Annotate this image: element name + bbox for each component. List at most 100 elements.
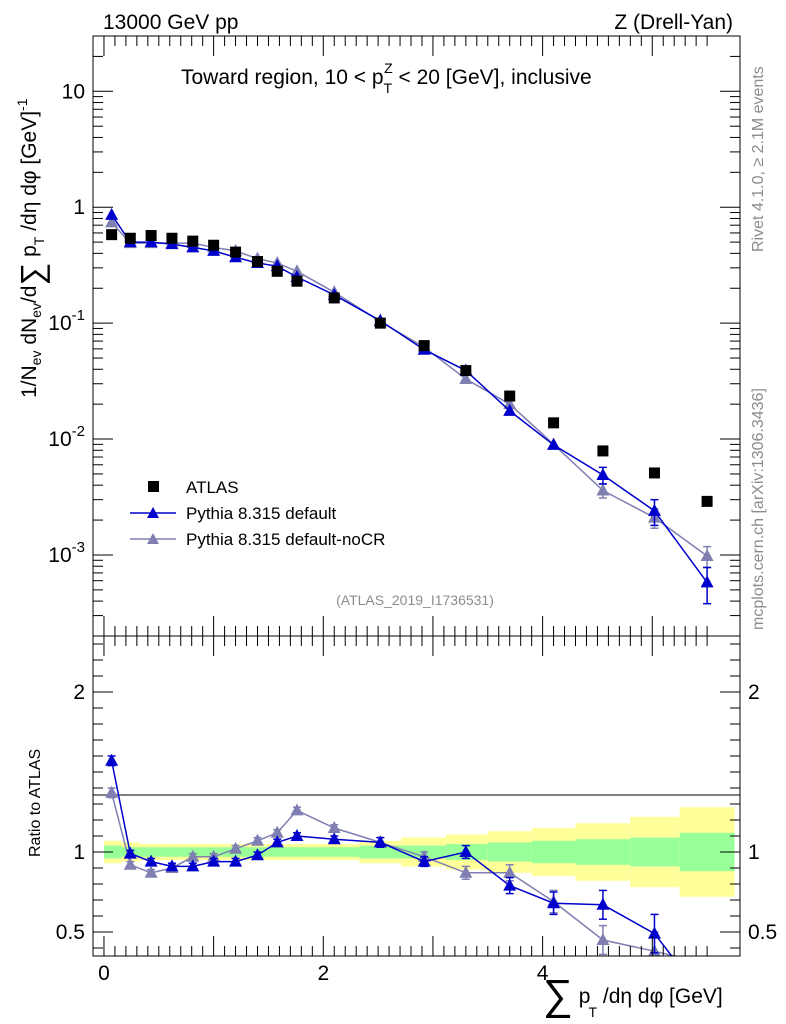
title-sup: Z (384, 60, 393, 76)
main-point-nocr (459, 371, 473, 384)
ratio-series-clipped (105, 753, 675, 956)
main-point-nocr (700, 548, 714, 561)
ratio-point-default (459, 845, 473, 857)
band-inner (487, 842, 532, 862)
main-ytick-label: 1 (73, 196, 85, 219)
ratio-ytick-label: 2 (73, 681, 85, 704)
ratio-point-default (270, 835, 284, 848)
main-point-default (700, 575, 714, 588)
main-point-atlas (328, 292, 340, 304)
main-point-nocr (596, 483, 610, 496)
analysis-watermark: (ATLAS_2019_I1736531) (336, 592, 494, 608)
band-inner (575, 839, 631, 865)
main-point-default (647, 503, 661, 516)
main-point-atlas (504, 390, 516, 402)
header-energy: 13000 GeV pp (103, 11, 238, 34)
header-process: Z (Drell-Yan) (614, 11, 733, 34)
main-point-atlas (166, 232, 178, 244)
main-panel: 10 1 10-1 10-2 10-3 Toward region, 10 < pTZ … (14, 35, 741, 637)
ratio-point-nocr (229, 841, 243, 854)
title-post: < 20 [GeV], inclusive (393, 66, 592, 89)
main-point-nocr (503, 397, 517, 410)
main-point-default (503, 403, 517, 416)
main-ytick-label: 10-3 (48, 539, 85, 567)
main-ytick-label: 10 (62, 80, 85, 103)
legend-marker-atlas (148, 481, 159, 492)
main-point-nocr (105, 215, 119, 228)
main-point-atlas (291, 275, 303, 287)
main-point-atlas (124, 232, 136, 244)
legend-entry-default: Pythia 8.315 default (130, 504, 337, 523)
ratio-point-default (647, 926, 661, 939)
legend-label-atlas: ATLAS (186, 478, 239, 497)
main-point-atlas (460, 365, 472, 377)
legend-label-nocr: Pythia 8.315 default-noCR (186, 530, 385, 549)
ratio-point-nocr (144, 865, 158, 878)
ratio-point-nocr (290, 803, 304, 816)
ratio-point-default (596, 897, 610, 910)
ratio-point-default (229, 854, 243, 867)
ratio-ytick-label-right: 0.5 (748, 921, 777, 944)
ratio-series (105, 753, 675, 956)
ratio-point-nocr (459, 865, 473, 878)
ratio-xtick-label: 2 (317, 962, 329, 985)
main-point-atlas (106, 229, 118, 241)
main-point-atlas (271, 265, 283, 277)
main-line-default (111, 214, 708, 583)
legend-label-default: Pythia 8.315 default (186, 504, 337, 523)
band-inner (531, 840, 576, 864)
band-inner (287, 847, 308, 857)
ratio-point-default (327, 832, 341, 845)
band-inner (307, 847, 360, 857)
main-point-atlas (548, 417, 560, 429)
ratio-point-nocr (503, 865, 517, 878)
ratio-ytick-label: 1 (73, 841, 85, 864)
ratio-ytick-label-right: 2 (748, 681, 760, 704)
mcplots-label: mcplots.cern.ch [arXiv:1306.3436] (750, 388, 767, 630)
legend: ATLAS Pythia 8.315 default Pythia 8.315 … (130, 478, 385, 549)
main-point-default (105, 207, 119, 220)
ratio-point-nocr (270, 825, 284, 838)
ratio-ticks: 0 2 4 2 2 1 1 0.5 0.5 (56, 636, 777, 985)
main-point-default (144, 235, 158, 248)
ratio-point-nocr (596, 933, 610, 945)
ratio-point-default (547, 896, 561, 909)
ratio-frame (92, 635, 741, 957)
ratio-ytick-label-right: 1 (748, 841, 760, 864)
main-point-default (596, 467, 610, 480)
ratio-point-default (207, 854, 221, 867)
ratio-point-nocr (123, 857, 137, 870)
main-point-atlas (187, 235, 199, 247)
ratio-point-default (290, 829, 304, 841)
main-point-atlas (648, 467, 660, 479)
ratio-point-default (186, 859, 200, 872)
main-point-atlas (230, 246, 242, 258)
ratio-point-default (417, 854, 431, 867)
band-inner (160, 847, 182, 857)
ratio-point-nocr (186, 849, 200, 862)
ratio-xtick-label: 0 (98, 962, 110, 985)
ratio-point-default (503, 878, 517, 891)
main-series (105, 207, 714, 605)
main-point-atlas (418, 340, 430, 352)
ratio-ylabel: Ratio to ATLAS (27, 749, 44, 857)
band-inner (140, 847, 161, 857)
ratio-point-nocr (250, 833, 264, 846)
ratio-point-nocr (105, 785, 119, 798)
main-ticks: 10 1 10-1 10-2 10-3 (48, 35, 740, 637)
main-title: Toward region, 10 < pTZ < 20 [GeV], incl… (181, 60, 592, 96)
legend-entry-nocr: Pythia 8.315 default-noCR (130, 530, 385, 549)
band-inner (267, 847, 288, 857)
ratio-xtick-label: 4 (537, 962, 549, 985)
ratio-point-default (165, 859, 179, 872)
rivet-label: Rivet 4.1.0, ≥ 2.1M events (750, 66, 767, 252)
band-inner (359, 845, 402, 859)
band-inner (630, 837, 680, 867)
ratio-point-nocr (327, 821, 341, 833)
legend-entry-atlas: ATLAS (148, 478, 239, 497)
ratio-point-default (373, 835, 387, 848)
main-ytick-label: 10-1 (48, 307, 85, 335)
